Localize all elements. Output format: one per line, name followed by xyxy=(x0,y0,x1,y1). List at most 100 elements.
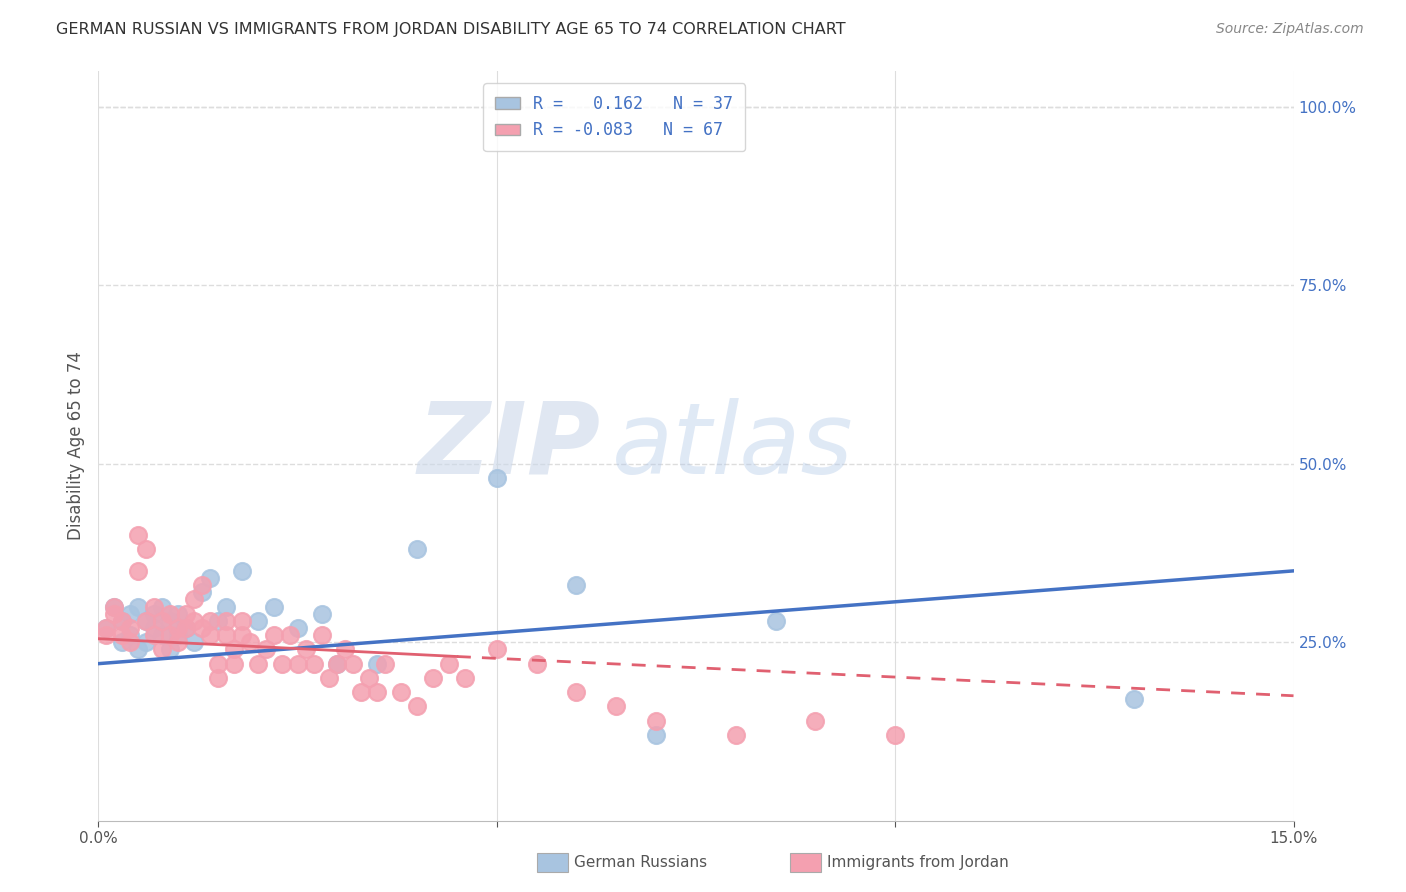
Point xyxy=(159,607,181,621)
Point xyxy=(342,657,364,671)
Point xyxy=(198,628,221,642)
Point xyxy=(159,642,181,657)
Point xyxy=(198,614,221,628)
Point xyxy=(150,628,173,642)
Point xyxy=(231,614,253,628)
Point xyxy=(526,657,548,671)
Point xyxy=(335,642,357,657)
Point xyxy=(311,607,333,621)
Point xyxy=(167,628,190,642)
Point xyxy=(111,614,134,628)
Point xyxy=(143,628,166,642)
Point xyxy=(111,635,134,649)
Point xyxy=(167,621,190,635)
Text: Immigrants from Jordan: Immigrants from Jordan xyxy=(827,855,1008,870)
Point xyxy=(366,685,388,699)
Point xyxy=(191,585,214,599)
Point xyxy=(96,628,118,642)
Text: German Russians: German Russians xyxy=(574,855,707,870)
Point xyxy=(120,635,142,649)
Text: GERMAN RUSSIAN VS IMMIGRANTS FROM JORDAN DISABILITY AGE 65 TO 74 CORRELATION CHA: GERMAN RUSSIAN VS IMMIGRANTS FROM JORDAN… xyxy=(56,22,846,37)
Point xyxy=(222,642,245,657)
Point xyxy=(278,628,301,642)
Point xyxy=(191,578,214,592)
Point xyxy=(143,621,166,635)
Point xyxy=(127,599,149,614)
Point xyxy=(270,657,292,671)
Point xyxy=(246,657,269,671)
Point xyxy=(143,599,166,614)
Point xyxy=(804,714,827,728)
Point xyxy=(111,614,134,628)
Point xyxy=(215,599,238,614)
Point xyxy=(120,621,142,635)
Point xyxy=(645,714,668,728)
Point xyxy=(565,578,588,592)
Point xyxy=(96,621,118,635)
Point xyxy=(159,628,181,642)
Point xyxy=(326,657,349,671)
Point xyxy=(120,607,142,621)
Point xyxy=(231,628,253,642)
Point xyxy=(150,642,173,657)
Point xyxy=(143,607,166,621)
Point xyxy=(263,628,285,642)
Point xyxy=(103,599,125,614)
Point xyxy=(159,614,181,628)
Point xyxy=(183,592,205,607)
Point xyxy=(318,671,340,685)
Point xyxy=(359,671,381,685)
Point xyxy=(207,614,229,628)
Point xyxy=(437,657,460,671)
Point xyxy=(174,621,197,635)
Text: ZIP: ZIP xyxy=(418,398,600,494)
Point xyxy=(263,599,285,614)
Point xyxy=(174,621,197,635)
Point xyxy=(207,671,229,685)
Point xyxy=(454,671,477,685)
Point xyxy=(183,635,205,649)
Point xyxy=(231,564,253,578)
Point xyxy=(120,628,142,642)
Point xyxy=(150,599,173,614)
Point xyxy=(422,671,444,685)
Point xyxy=(406,699,429,714)
Point xyxy=(135,614,157,628)
Point xyxy=(222,657,245,671)
Point xyxy=(294,642,316,657)
Point xyxy=(198,571,221,585)
Point xyxy=(127,564,149,578)
Point xyxy=(565,685,588,699)
Point xyxy=(302,657,325,671)
Point xyxy=(111,628,134,642)
Point xyxy=(350,685,373,699)
Point xyxy=(389,685,412,699)
Point xyxy=(183,614,205,628)
Point xyxy=(127,642,149,657)
Point xyxy=(103,607,125,621)
Point xyxy=(150,614,173,628)
Point xyxy=(374,657,396,671)
Point xyxy=(884,728,907,742)
Point xyxy=(135,614,157,628)
Point xyxy=(485,471,508,485)
Point xyxy=(1123,692,1146,706)
Point xyxy=(645,728,668,742)
Point xyxy=(103,599,125,614)
Point xyxy=(215,628,238,642)
Point xyxy=(239,635,262,649)
Point xyxy=(135,635,157,649)
Point xyxy=(724,728,747,742)
Point xyxy=(406,542,429,557)
Point xyxy=(287,621,309,635)
Text: Source: ZipAtlas.com: Source: ZipAtlas.com xyxy=(1216,22,1364,37)
Text: atlas: atlas xyxy=(613,398,853,494)
Point xyxy=(246,614,269,628)
Point xyxy=(366,657,388,671)
Point xyxy=(605,699,627,714)
Point xyxy=(167,635,190,649)
Point xyxy=(191,621,214,635)
Point xyxy=(215,614,238,628)
Point xyxy=(127,528,149,542)
Y-axis label: Disability Age 65 to 74: Disability Age 65 to 74 xyxy=(66,351,84,541)
